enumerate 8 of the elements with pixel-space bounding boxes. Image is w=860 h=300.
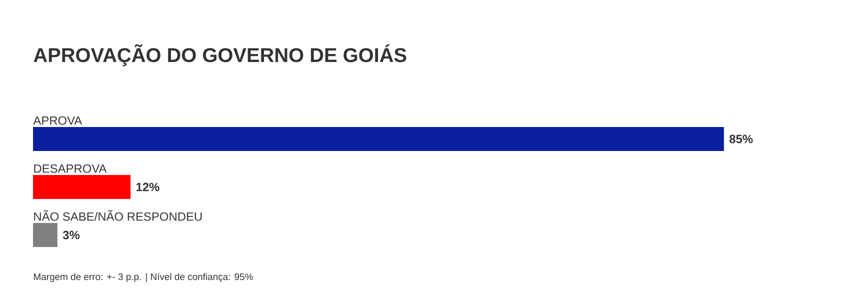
y-tick-label: NÃO SABE/NÃO RESPONDEU xyxy=(34,210,202,221)
text: Margem de erro: +- 3 p.p. | Nível de confiança: 95% xyxy=(34,273,253,282)
data-label: 3% xyxy=(62,230,80,240)
data-label: 85% xyxy=(729,134,753,144)
data-label: 12% xyxy=(136,182,160,192)
y-tick-label: APROVA xyxy=(33,116,82,125)
chart-title: APROVAÇÃO DO GOVERNO DE GOIÁS xyxy=(34,44,406,66)
y-tick-label: DESAPROVA xyxy=(34,164,107,173)
